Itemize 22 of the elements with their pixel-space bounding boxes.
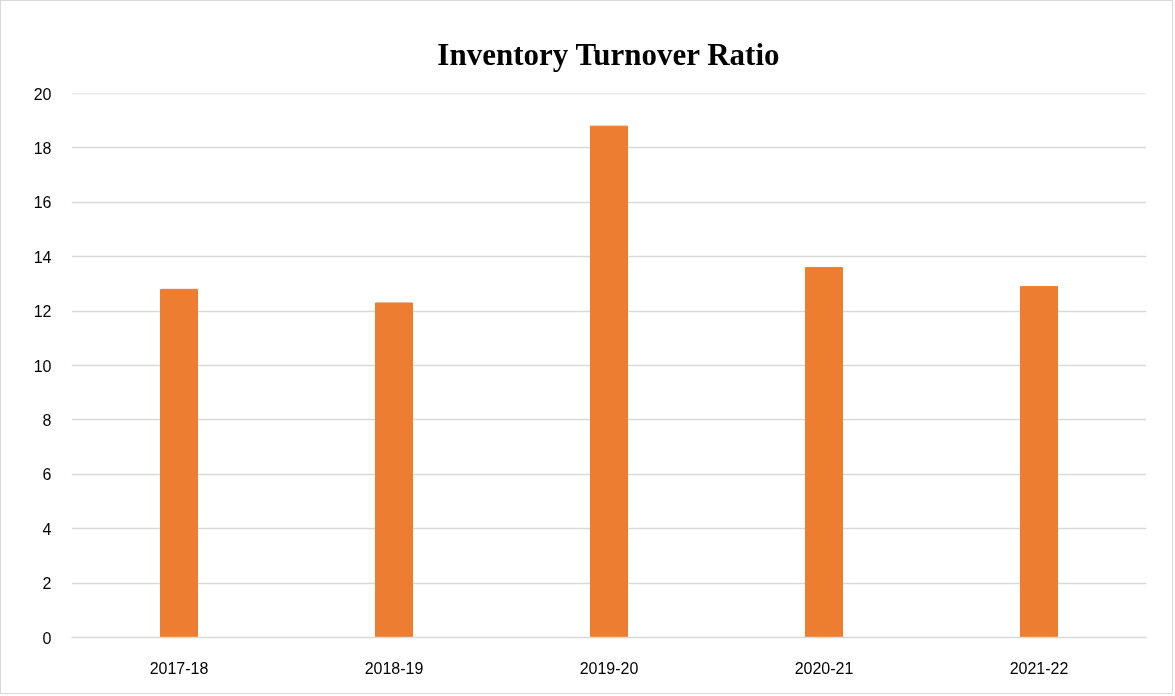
- bar: [160, 288, 198, 638]
- y-tick-label: 16: [33, 194, 52, 212]
- y-tick-label: 6: [42, 466, 52, 484]
- x-tick-label: 2021-22: [1009, 659, 1069, 677]
- y-tick-label: 0: [42, 629, 52, 647]
- y-tick-label: 4: [42, 520, 52, 538]
- x-tick-label: 2018-19: [364, 659, 424, 677]
- y-tick-label: 14: [33, 248, 52, 266]
- x-tick-label: 2019-20: [579, 659, 639, 677]
- x-tick-label: 2020-21: [794, 659, 854, 677]
- y-tick-label: 18: [33, 139, 52, 157]
- y-tick-label: 2: [42, 575, 52, 593]
- y-tick-label: 8: [42, 411, 52, 429]
- y-tick-label: 12: [33, 303, 52, 321]
- bar: [1020, 286, 1058, 638]
- y-tick-label: 10: [33, 357, 52, 375]
- bar: [590, 125, 628, 638]
- chart-title: Inventory Turnover Ratio: [437, 36, 780, 72]
- y-tick-label: 20: [33, 85, 52, 103]
- x-tick-label: 2017-18: [149, 659, 209, 677]
- bar: [805, 267, 843, 638]
- bar: [375, 302, 413, 638]
